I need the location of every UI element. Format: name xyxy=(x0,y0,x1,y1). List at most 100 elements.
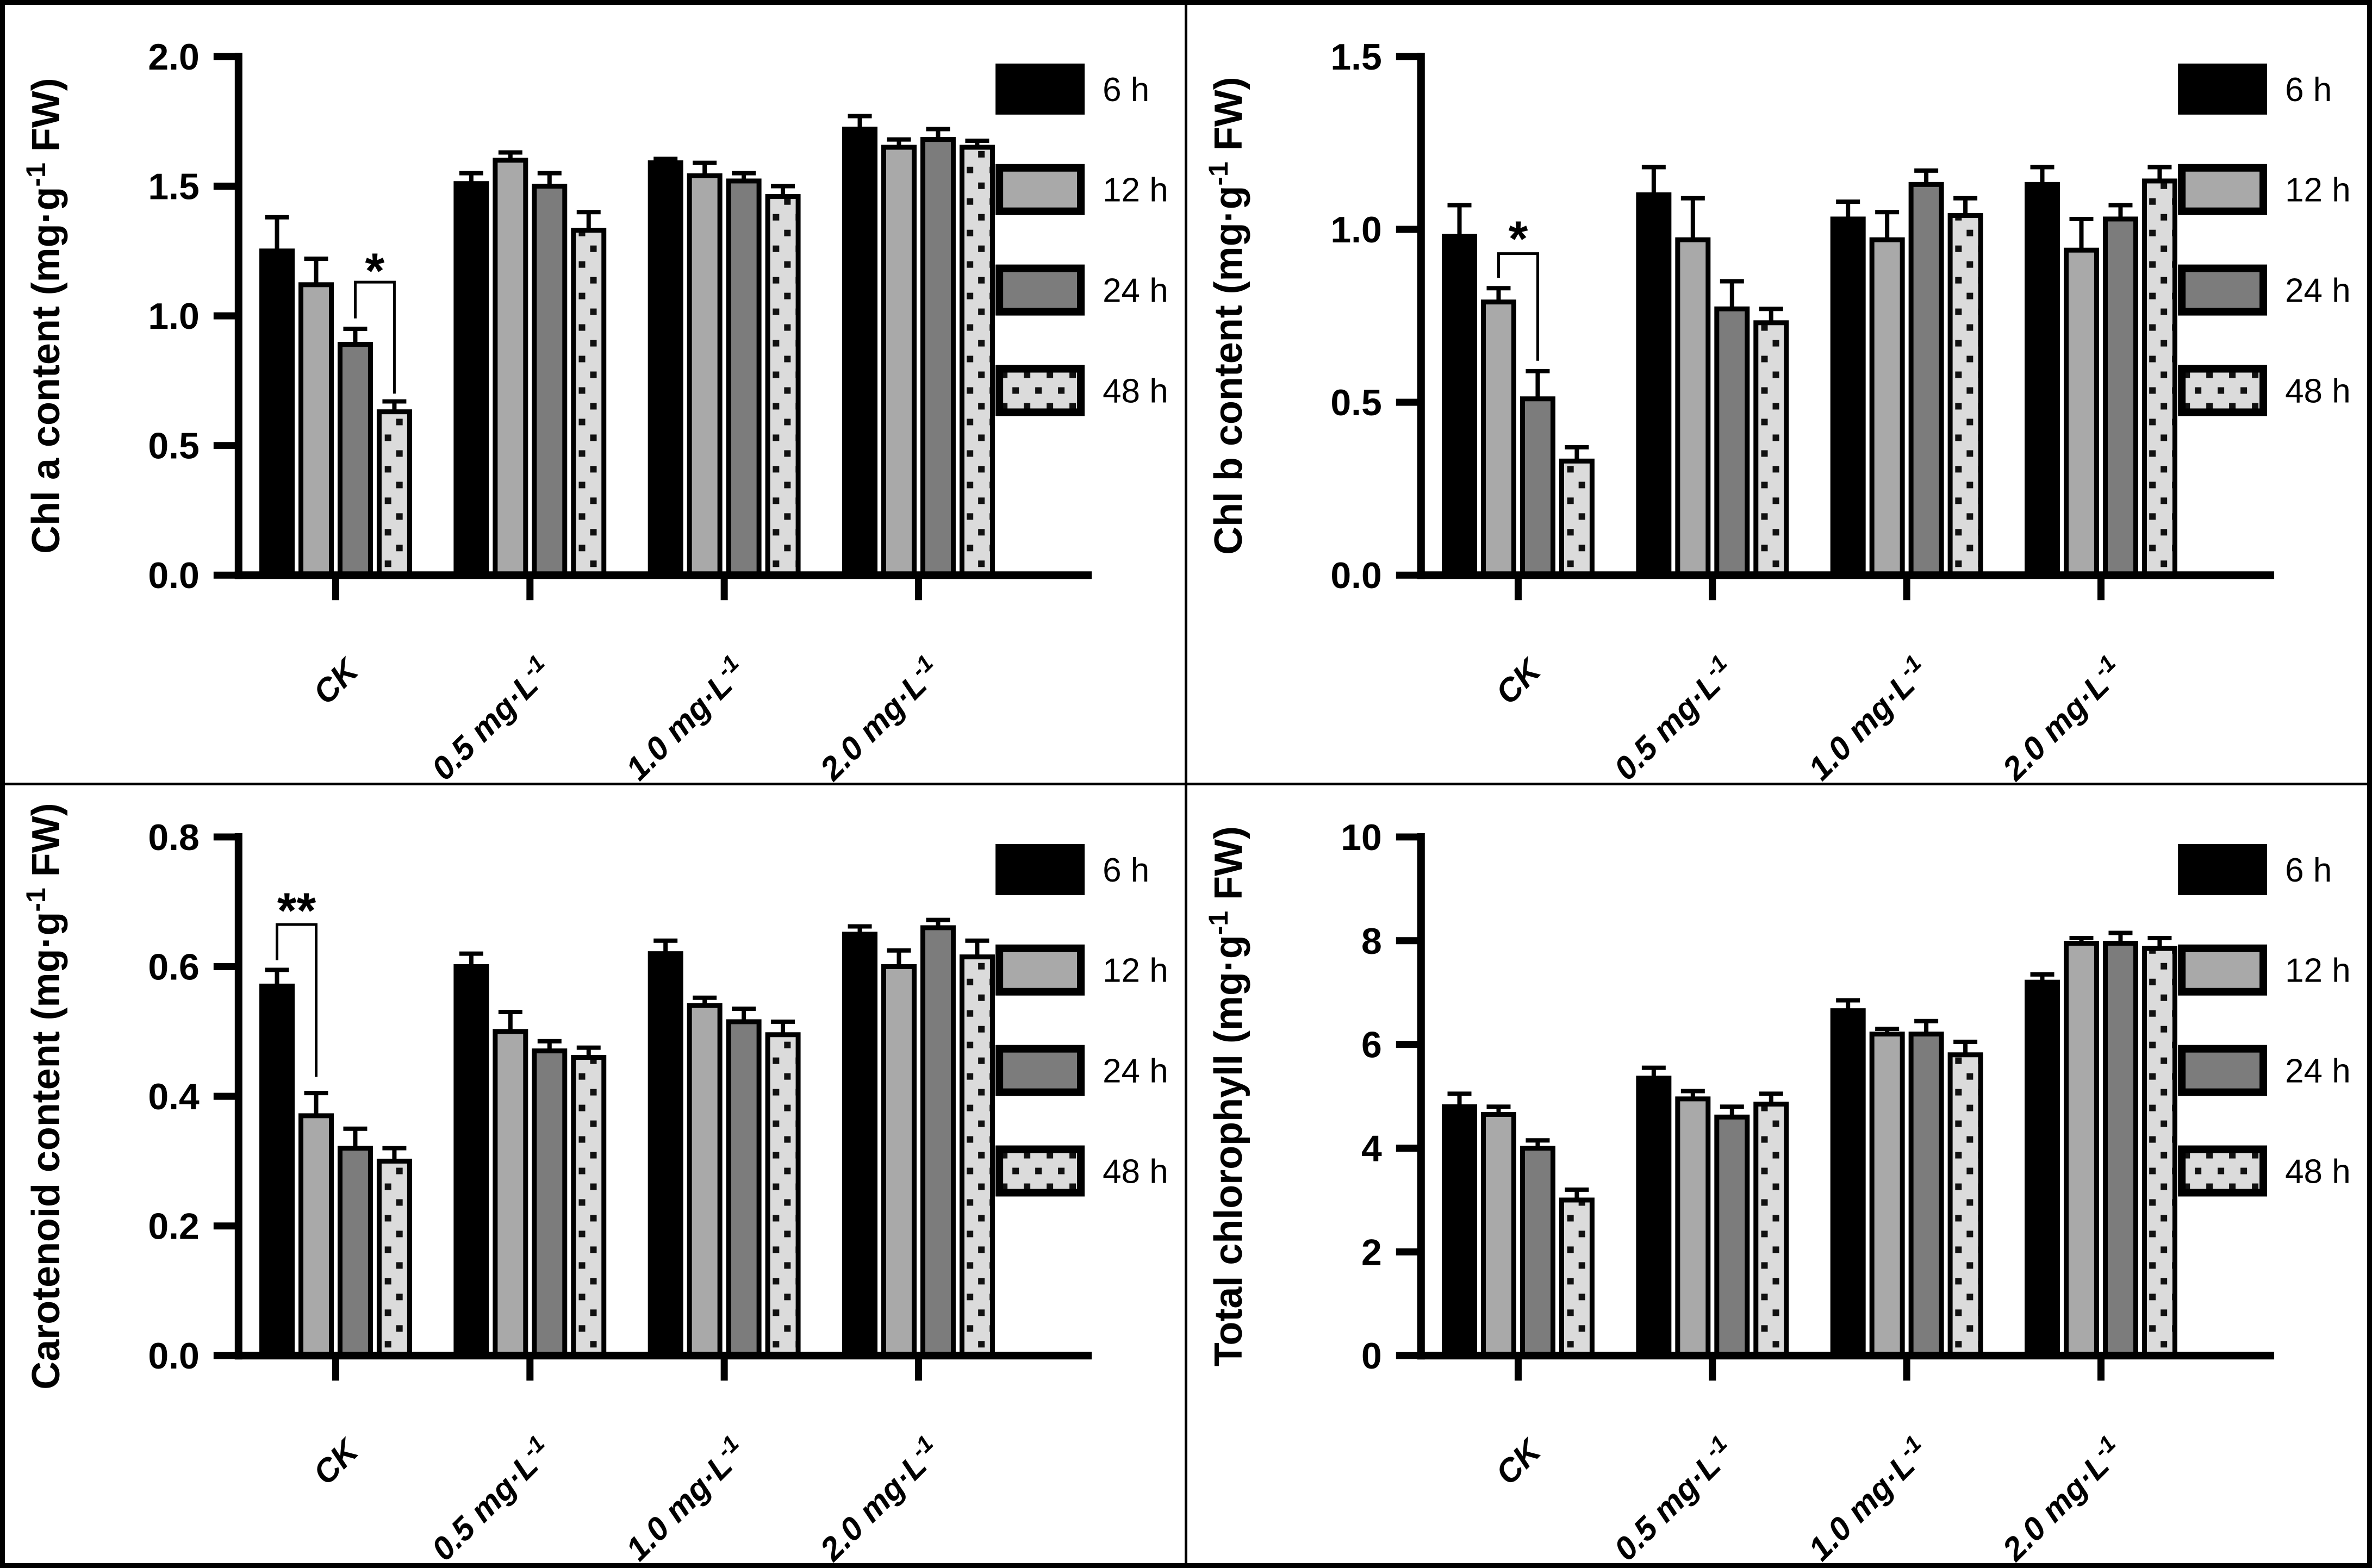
legend-swatch-48h xyxy=(2178,1145,2268,1197)
y-tick-label: 0.4 xyxy=(148,1076,200,1117)
bar-48h-0.5 mg·L⁻¹ xyxy=(571,1055,607,1358)
legend-label: 6 h xyxy=(1103,852,1149,889)
legend-swatch-6h xyxy=(2178,844,2268,895)
y-tick-label: 4 xyxy=(1361,1128,1382,1170)
x-category-label: CK xyxy=(1489,1431,1549,1491)
bar-12h-CK xyxy=(1481,299,1516,578)
bar-48h-CK xyxy=(376,1158,412,1358)
legend-label: 48 h xyxy=(1103,372,1168,410)
bar-24h-1.0 mg·L⁻¹ xyxy=(1908,182,1944,578)
legend-swatch-12h xyxy=(2178,944,2268,996)
panel-chl-b-content: 0.0 0.5 1.0 1.5 CK 0.5 mg·L-1 1.0 mg·L-1 2.0 mg… xyxy=(1187,5,2367,783)
bar-6h-0.5 mg·L⁻¹ xyxy=(453,964,489,1358)
bar-6h-CK xyxy=(1442,1104,1478,1358)
x-category-label: 1.0 mg·L-1 xyxy=(1799,1430,1936,1563)
panel-carotenoid-content: 0.0 0.2 0.4 0.6 0.8 CK 0.5 mg·L-1 1.0 mg·L-1 2.0… xyxy=(5,785,1185,1563)
legend-label: 12 h xyxy=(2285,952,2351,990)
x-category-label: 0.5 mg·L-1 xyxy=(422,650,559,783)
bar-12h-2.0 mg·L⁻¹ xyxy=(881,145,917,578)
legend-label: 12 h xyxy=(1103,172,1168,209)
chart-total-chlorophyll: 0 2 4 6 8 10 CK 0.5 mg·L-1 1.0 mg·L-1 2.0 mg·L-1 T… xyxy=(1203,817,2351,1563)
chart-chl-b: 0.0 0.5 1.0 1.5 CK 0.5 mg·L-1 1.0 mg·L-1 2.0 mg… xyxy=(1203,36,2351,783)
legend-label: 6 h xyxy=(2285,71,2332,109)
bar-6h-2.0 mg·L⁻¹ xyxy=(842,127,878,578)
x-category-label: 1.0 mg·L-1 xyxy=(1799,650,1936,783)
legend-label: 48 h xyxy=(2285,372,2351,410)
legend-label: 24 h xyxy=(1103,272,1168,310)
legend-swatch-6h xyxy=(995,844,1085,895)
x-category-label: 1.0 mg·L-1 xyxy=(617,1430,754,1563)
bar-12h-CK xyxy=(298,282,334,578)
panel-chl-a-content: 0.0 0.5 1.0 1.5 2.0 CK 0.5 mg·L-1 1.0 mg·L-1 2.0… xyxy=(5,5,1185,783)
y-axis-title: Carotenoid content (mg·g-1 FW) xyxy=(21,803,68,1389)
bar-24h-2.0 mg·L⁻¹ xyxy=(920,925,956,1358)
x-category-label: CK xyxy=(306,651,366,711)
bar-12h-2.0 mg·L⁻¹ xyxy=(881,964,917,1358)
x-category-label: CK xyxy=(1489,651,1549,711)
bar-6h-CK xyxy=(259,248,295,578)
y-tick-label: 6 xyxy=(1361,1024,1382,1066)
bar-48h-0.5 mg·L⁻¹ xyxy=(571,228,607,578)
legend-label: 24 h xyxy=(2285,1053,2351,1090)
bar-24h-0.5 mg·L⁻¹ xyxy=(532,184,568,578)
bar-12h-1.0 mg·L⁻¹ xyxy=(687,173,723,578)
bar-24h-1.0 mg·L⁻¹ xyxy=(1908,1032,1944,1358)
bar-12h-0.5 mg·L⁻¹ xyxy=(493,158,528,578)
legend-swatch-12h xyxy=(995,164,1085,215)
chart-chl-a: 0.0 0.5 1.0 1.5 2.0 CK 0.5 mg·L-1 1.0 mg·L-1 2.0… xyxy=(21,36,1168,783)
bar-24h-CK xyxy=(337,342,373,578)
significance-bracket xyxy=(276,923,317,1077)
y-tick-label: 2 xyxy=(1361,1232,1382,1273)
bar-24h-2.0 mg·L⁻¹ xyxy=(920,137,956,578)
bar-48h-2.0 mg·L⁻¹ xyxy=(2141,946,2177,1358)
legend-swatch-24h xyxy=(2178,1045,2268,1096)
legend-swatch-24h xyxy=(2178,264,2268,316)
x-category-label: 0.5 mg·L-1 xyxy=(1605,1430,1742,1563)
bar-24h-2.0 mg·L⁻¹ xyxy=(2102,941,2138,1358)
bar-6h-CK xyxy=(1442,234,1478,578)
legend-label: 12 h xyxy=(1103,952,1168,990)
bar-12h-1.0 mg·L⁻¹ xyxy=(1869,1032,1905,1358)
bar-6h-1.0 mg·L⁻¹ xyxy=(1830,1008,1866,1358)
legend-swatch-6h xyxy=(995,63,1085,115)
legend-label: 6 h xyxy=(2285,852,2332,889)
bar-24h-CK xyxy=(337,1146,373,1358)
x-category-label: 2.0 mg·L-1 xyxy=(811,1430,948,1563)
bar-6h-2.0 mg·L⁻¹ xyxy=(842,932,878,1358)
legend-label: 12 h xyxy=(2285,172,2351,209)
bar-48h-2.0 mg·L⁻¹ xyxy=(2141,178,2177,578)
legend-label: 48 h xyxy=(1103,1153,1168,1190)
bar-48h-1.0 mg·L⁻¹ xyxy=(1947,213,1983,578)
significance-label: * xyxy=(1509,211,1528,267)
y-axis-title: Total chlorophyll (mg·g-1 FW) xyxy=(1203,826,1250,1366)
significance-bracket xyxy=(353,280,396,394)
y-tick-label: 1.5 xyxy=(148,166,199,208)
bar-6h-CK xyxy=(259,983,295,1358)
y-tick-label: 10 xyxy=(1341,817,1382,858)
y-tick-label: 1.5 xyxy=(1330,36,1381,78)
y-tick-label: 0.5 xyxy=(1330,382,1381,423)
bar-12h-CK xyxy=(1481,1112,1516,1358)
legend-swatch-48h xyxy=(995,1145,1085,1197)
legend-swatch-12h xyxy=(2178,164,2268,215)
y-tick-label: 0.2 xyxy=(148,1206,199,1247)
bar-24h-1.0 mg·L⁻¹ xyxy=(726,178,762,578)
y-axis-title: Chl b content (mg·g-1 FW) xyxy=(1203,77,1250,554)
bar-12h-1.0 mg·L⁻¹ xyxy=(687,1003,723,1358)
bar-24h-0.5 mg·L⁻¹ xyxy=(532,1048,568,1358)
x-category-label: 2.0 mg·L-1 xyxy=(1993,650,2131,783)
bar-6h-0.5 mg·L⁻¹ xyxy=(453,181,489,578)
bar-6h-0.5 mg·L⁻¹ xyxy=(1636,192,1672,578)
y-tick-label: 8 xyxy=(1361,921,1382,962)
bar-48h-2.0 mg·L⁻¹ xyxy=(959,954,995,1358)
x-category-label: CK xyxy=(306,1431,366,1491)
bar-12h-2.0 mg·L⁻¹ xyxy=(2064,941,2099,1358)
legend-label: 24 h xyxy=(1103,1053,1168,1090)
y-tick-label: 0.6 xyxy=(148,947,199,988)
y-tick-label: 0.0 xyxy=(148,555,199,596)
bar-6h-2.0 mg·L⁻¹ xyxy=(2025,979,2060,1358)
bar-24h-0.5 mg·L⁻¹ xyxy=(1714,306,1750,578)
bar-24h-CK xyxy=(1520,1146,1555,1358)
bar-24h-1.0 mg·L⁻¹ xyxy=(726,1019,762,1358)
